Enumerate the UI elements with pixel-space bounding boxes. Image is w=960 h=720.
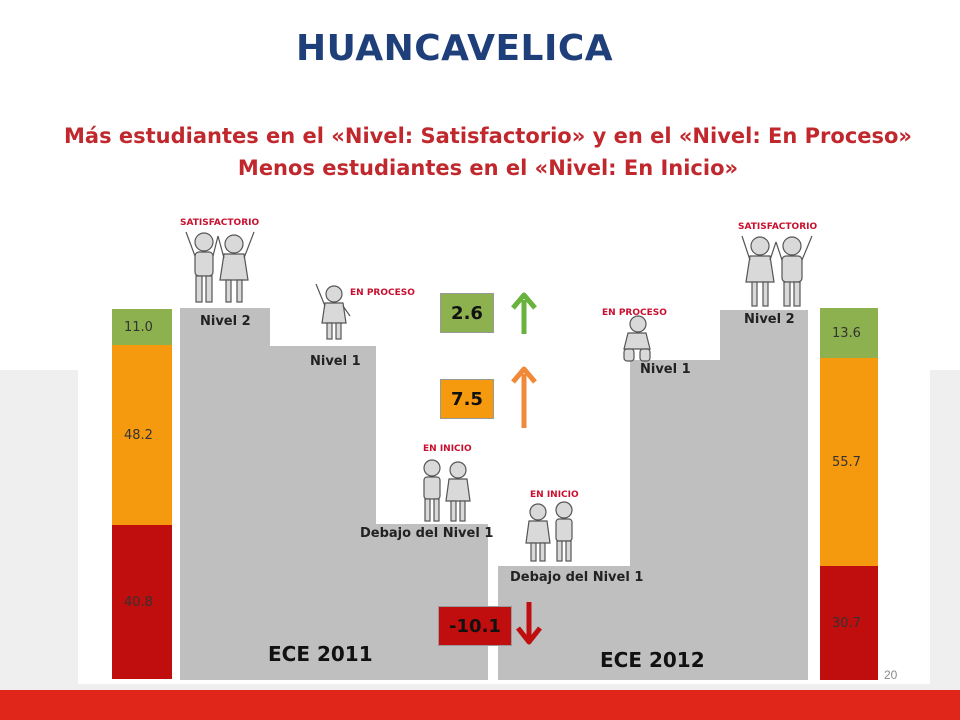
label-2012-nivel1: Nivel 1 — [640, 362, 691, 377]
arrow-down-red-icon — [516, 602, 542, 645]
children-illustration-2011-en-inicio — [423, 459, 471, 522]
label-2011-nivel1: Nivel 1 — [310, 354, 361, 369]
children-illustration-2011-satisfactorio — [185, 231, 255, 303]
arrow-up-orange-icon — [511, 366, 537, 428]
change-nivel1-value: 7.5 — [451, 388, 483, 410]
change-debajo-value: -10.1 — [449, 615, 501, 637]
step-2012-debajo — [498, 566, 630, 680]
change-nivel2-box: 2.6 — [440, 293, 494, 333]
subtitle-line-2: Menos estudiantes en el «Nivel: En Inici… — [237, 156, 739, 180]
step-2011-debajo — [376, 524, 488, 680]
tag-2012-en-proceso: EN PROCESO — [602, 308, 667, 318]
label-ece-2011: ECE 2011 — [268, 642, 373, 666]
bar-2012-nivel1-value: 55.7 — [832, 454, 861, 470]
label-2011-nivel2: Nivel 2 — [200, 314, 251, 329]
change-nivel1-box: 7.5 — [440, 379, 494, 419]
tag-2011-satisfactorio: SATISFACTORIO — [180, 218, 260, 228]
arrow-up-green-icon — [511, 292, 537, 334]
step-2011-nivel2 — [180, 308, 270, 680]
label-2012-nivel2: Nivel 2 — [744, 312, 795, 327]
change-nivel2-value: 2.6 — [451, 302, 483, 324]
bar-2011-nivel2: 11.0 — [112, 309, 172, 345]
bar-2012-debajo-value: 30.7 — [832, 615, 861, 631]
bar-2011-debajo: 40.8 — [112, 525, 172, 679]
step-2012-nivel2 — [720, 310, 808, 680]
tag-2011-en-proceso: EN PROCESO — [350, 288, 415, 298]
bar-2012-nivel1: 55.7 — [820, 358, 878, 566]
page-number: 20 — [884, 668, 898, 682]
bar-2011-nivel2-value: 11.0 — [124, 319, 153, 335]
tag-2012-en-inicio: EN INICIO — [530, 490, 579, 500]
step-2011-nivel1 — [270, 346, 376, 680]
child-illustration-2011-en-proceso — [315, 283, 351, 340]
tag-2011-en-inicio: EN INICIO — [423, 444, 472, 454]
child-illustration-2012-en-proceso — [623, 315, 651, 362]
change-debajo-box: -10.1 — [438, 606, 512, 646]
comparison-figure: 11.0 48.2 40.8 Nivel 2 Nivel 1 Debajo de… — [78, 186, 930, 684]
bar-2012-nivel2-value: 13.6 — [832, 325, 861, 341]
step-2012-nivel1 — [630, 360, 720, 680]
bar-2011-nivel1: 48.2 — [112, 345, 172, 525]
bar-2012-debajo: 30.7 — [820, 566, 878, 680]
bar-2011-debajo-value: 40.8 — [124, 594, 153, 610]
children-illustration-2012-satisfactorio — [741, 235, 813, 307]
bar-2011-nivel1-value: 48.2 — [124, 427, 153, 443]
subtitle-line-1: Más estudiantes en el «Nivel: Satisfacto… — [64, 124, 912, 148]
page-title: HUANCAVELICA — [296, 28, 614, 69]
label-ece-2012: ECE 2012 — [600, 648, 705, 672]
tag-2012-satisfactorio: SATISFACTORIO — [738, 222, 818, 232]
bottom-bar — [0, 690, 960, 720]
bar-2012-nivel2: 13.6 — [820, 308, 878, 358]
children-illustration-2012-en-inicio — [525, 501, 573, 562]
label-2012-debajo: Debajo del Nivel 1 — [510, 570, 644, 585]
label-2011-debajo: Debajo del Nivel 1 — [360, 526, 494, 541]
